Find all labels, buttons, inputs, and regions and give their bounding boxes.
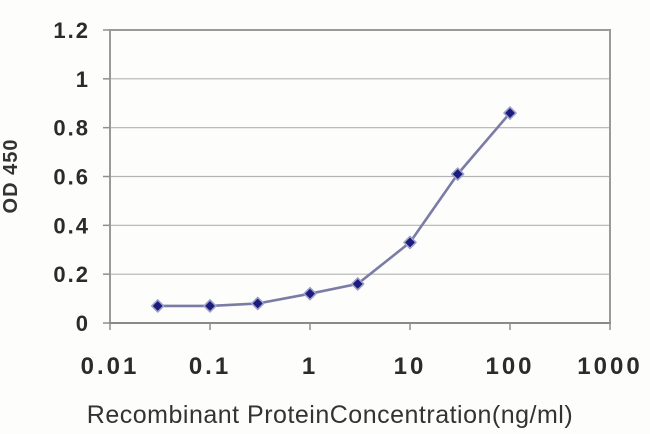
data-point-marker	[150, 299, 165, 313]
plot-area	[103, 29, 611, 330]
y-tick-label: 0.6	[53, 165, 90, 190]
y-tick-label: 1.2	[53, 18, 90, 43]
data-point-marker	[403, 235, 417, 250]
data-point-marker	[350, 277, 365, 291]
data-point-marker	[250, 296, 265, 311]
x-tick-label: 100	[485, 353, 534, 380]
data-point-marker	[503, 106, 517, 120]
y-tick-label: 0.2	[53, 262, 90, 287]
x-tick-label: 1	[302, 353, 318, 380]
x-tick-label: 1000	[577, 353, 642, 380]
data-point-marker	[203, 299, 217, 313]
series-line	[156, 111, 512, 308]
y-tick-label: 0	[76, 311, 90, 336]
y-tick-label: 0.8	[53, 116, 90, 141]
tick-label-layer: 0.01 0.1 1 10 100 1000 0 0.2 0.4 0.6 0.8 1 1.2	[53, 18, 642, 380]
y-tick-label: 1	[76, 67, 90, 92]
x-tick-label: 0.01	[81, 353, 140, 380]
x-tick-label: 0.1	[189, 353, 231, 380]
data-point-marker	[303, 286, 317, 301]
data-point-marker	[450, 167, 465, 181]
y-tick-label: 0.4	[53, 213, 90, 238]
y-axis-title: OD 450	[0, 139, 22, 214]
x-axis-title: Recombinant ProteinConcentration(ng/ml)	[87, 401, 573, 429]
x-tick-label: 10	[394, 353, 427, 380]
